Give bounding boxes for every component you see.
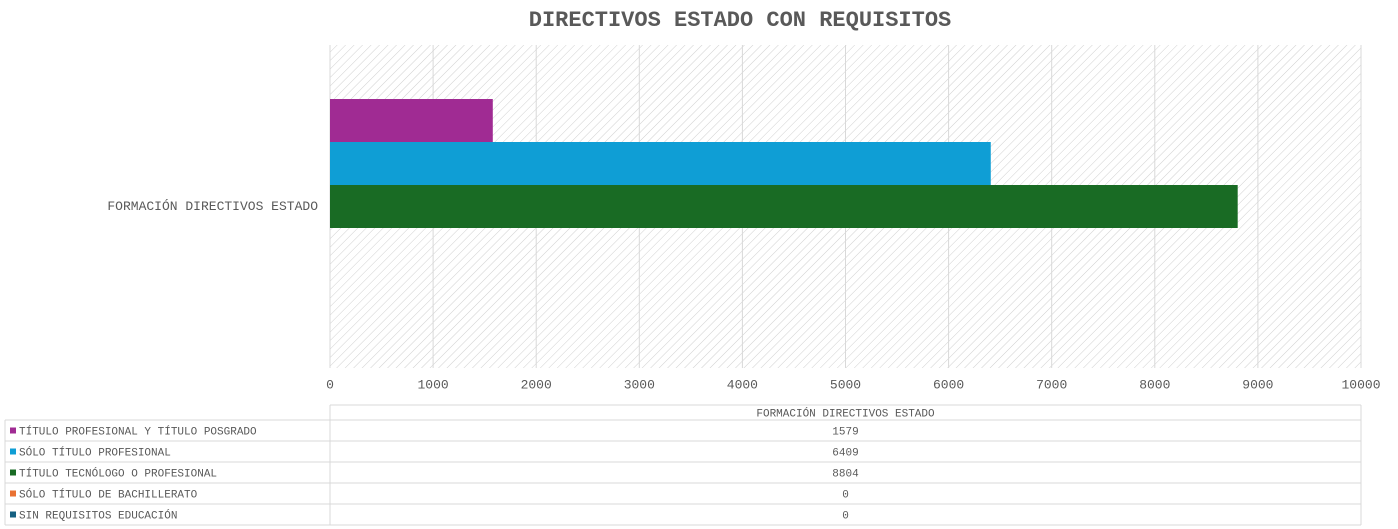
x-tick-label: 10000	[1341, 377, 1380, 392]
x-tick-label: 1000	[417, 377, 448, 392]
y-tick-label: FORMACIÓN DIRECTIVOS ESTADO	[107, 199, 318, 214]
table-value: 0	[842, 510, 849, 522]
legend-key	[10, 448, 16, 455]
legend-label: TÍTULO PROFESIONAL Y TÍTULO POSGRADO	[19, 424, 257, 438]
legend-key	[10, 427, 16, 434]
legend-key	[10, 490, 16, 497]
bar	[330, 185, 1238, 228]
legend-label: SÓLO TÍTULO DE BACHILLERATO	[19, 487, 198, 501]
table-header: FORMACIÓN DIRECTIVOS ESTADO	[756, 406, 935, 420]
x-tick-label: 9000	[1242, 377, 1273, 392]
legend-key	[10, 511, 16, 518]
table-value: 1579	[832, 426, 858, 438]
legend-label: SÓLO TÍTULO PROFESIONAL	[19, 445, 171, 459]
table-value: 0	[842, 489, 849, 501]
x-tick-label: 5000	[830, 377, 861, 392]
legend-key	[10, 469, 16, 476]
table-value: 8804	[832, 468, 859, 480]
x-tick-label: 3000	[624, 377, 655, 392]
x-tick-label: 6000	[933, 377, 964, 392]
legend-label: SIN REQUISITOS EDUCACIÓN	[19, 508, 177, 522]
bar	[330, 142, 991, 185]
x-tick-label: 7000	[1036, 377, 1067, 392]
x-tick-label: 2000	[521, 377, 552, 392]
bar	[330, 99, 493, 142]
legend-label: TÍTULO TECNÓLOGO O PROFESIONAL	[19, 466, 217, 480]
x-tick-label: 4000	[727, 377, 758, 392]
x-tick-label: 8000	[1139, 377, 1170, 392]
x-tick-label: 0	[326, 377, 334, 392]
chart-title: DIRECTIVOS ESTADO CON REQUISITOS	[529, 8, 951, 33]
table-value: 6409	[832, 447, 858, 459]
